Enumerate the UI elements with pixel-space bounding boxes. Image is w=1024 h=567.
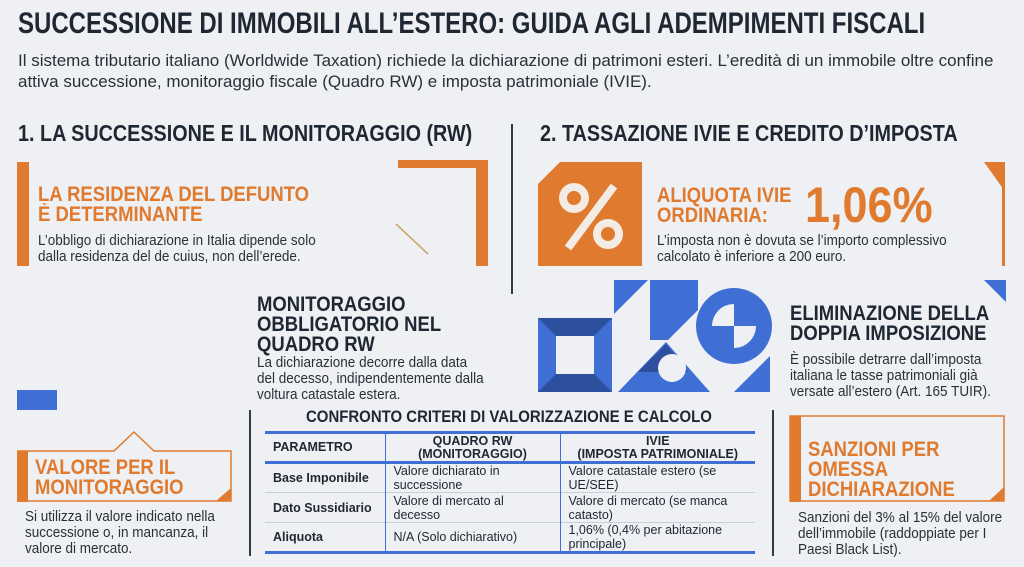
aliquota-text: L’imposta non è dovuta se l’importo comp… <box>657 232 947 249</box>
sanzioni-title: OMESSA <box>808 458 889 481</box>
monitoraggio-title: QUADRO RW <box>257 333 375 356</box>
percent-icon <box>538 162 642 266</box>
valore-text: Si utilizza il valore indicato nella <box>25 508 215 525</box>
sanzioni-card: SANZIONI PER OMESSA DICHIARAZIONE <box>808 438 975 501</box>
valore-title: VALORE PER IL <box>35 456 176 479</box>
monitoraggio-card: MONITORAGGIO OBBLIGATORIO NEL QUADRO RW … <box>257 293 509 403</box>
doppia-card: ELIMINAZIONE DELLA DOPPIA IMPOSIZIONE È … <box>790 302 1016 400</box>
table-header-row: PARAMETRO QUADRO RW (MONITORAGGIO) IVIE (I… <box>265 432 755 463</box>
residenza-text: L’obbligo di dichiarazione in Italia dip… <box>38 232 316 249</box>
aliquota-card: ALIQUOTA IVIE ORDINARIA: <box>657 184 810 227</box>
table-row: Base Imponibile Valore dichiarato in succ… <box>265 462 755 493</box>
valore-frame <box>17 430 232 502</box>
divider <box>511 124 513 294</box>
doppia-text: È possibile detrarre dall’imposta <box>790 351 982 368</box>
sanzioni-title: DICHIARAZIONE <box>808 478 955 501</box>
residenza-text: dalla residenza del de cuius, non dell’e… <box>38 248 301 265</box>
sanzioni-frame <box>789 415 1005 502</box>
comparison-table: PARAMETRO QUADRO RW (MONITORAGGIO) IVIE (I… <box>265 431 755 554</box>
column-header: IVIE (IMPOSTA PATRIMONIALE) <box>559 432 755 463</box>
aliquota-title: ORDINARIA: <box>657 204 768 227</box>
residenza-title: LA RESIDENZA DEL DEFUNTO <box>38 183 310 206</box>
blue-triangle-decoration <box>984 280 1006 302</box>
orange-corner-decoration <box>984 162 1005 266</box>
column-header: PARAMETRO <box>273 440 353 454</box>
sanzioni-text: Paesi Black List). <box>798 541 902 558</box>
divider <box>249 410 251 556</box>
divider <box>772 410 774 556</box>
valore-text: valore di mercato. <box>25 540 133 557</box>
sanzioni-text: Sanzioni del 3% al 15% del valore <box>798 509 1003 526</box>
doppia-text: versate all’estero (Art. 165 TUIR). <box>790 383 991 400</box>
residenza-title: È DETERMINANTE <box>38 203 203 226</box>
corner-bracket-decoration <box>395 160 488 266</box>
column-header: QUADRO RW (MONITORAGGIO) <box>384 432 560 463</box>
geometric-decoration <box>538 280 772 392</box>
monitoraggio-text: La dichiarazione decorre dalla data <box>257 354 468 371</box>
blue-square-decoration <box>17 390 57 410</box>
page-title: SUCCESSIONE DI IMMOBILI ALL’ESTERO: GUID… <box>18 7 926 40</box>
monitoraggio-title: OBBLIGATORIO NEL <box>257 313 442 336</box>
valore-title: MONITORAGGIO <box>35 476 184 499</box>
section-2-heading: 2. TASSAZIONE IVIE E CREDITO D’IMPOSTA <box>540 120 958 146</box>
monitoraggio-text: voltura catastale estera. <box>257 386 401 403</box>
monitoraggio-text: del decesso, indipendentemente dalla <box>257 370 484 387</box>
valore-text: successione o, in mancanza, il <box>25 524 209 541</box>
aliquota-value: 1,06% <box>805 177 933 233</box>
aliquota-text: calcolato è inferiore a 200 euro. <box>657 248 847 265</box>
table-row: Aliquota N/A (Solo dichiarativo) 1,06% (0,… <box>265 522 755 553</box>
doppia-title: ELIMINAZIONE DELLA <box>790 302 990 325</box>
doppia-text: italiana le tasse patrimoniali già <box>790 367 978 384</box>
aliquota-title: ALIQUOTA IVIE <box>657 184 792 207</box>
orange-accent-bar <box>17 162 29 266</box>
residenza-card: LA RESIDENZA DEL DEFUNTO È DETERMINANTE … <box>38 183 347 265</box>
intro-text: Il sistema tributario italiano (Worldwid… <box>18 51 994 91</box>
table-title: CONFRONTO CRITERI DI VALORIZZAZIONE E CA… <box>306 407 712 426</box>
sanzioni-text: dell’immobile (raddoppiate per I <box>798 525 987 542</box>
doppia-title: DOPPIA IMPOSIZIONE <box>790 322 987 345</box>
valore-card: VALORE PER IL MONITORAGGIO <box>35 456 204 499</box>
table-row: Dato Sussidiario Valore di mercato al dec… <box>265 492 755 523</box>
section-1-heading: 1. LA SUCCESSIONE E IL MONITORAGGIO (RW) <box>18 120 473 146</box>
sanzioni-title: SANZIONI PER <box>808 438 940 461</box>
monitoraggio-title: MONITORAGGIO <box>257 293 406 316</box>
